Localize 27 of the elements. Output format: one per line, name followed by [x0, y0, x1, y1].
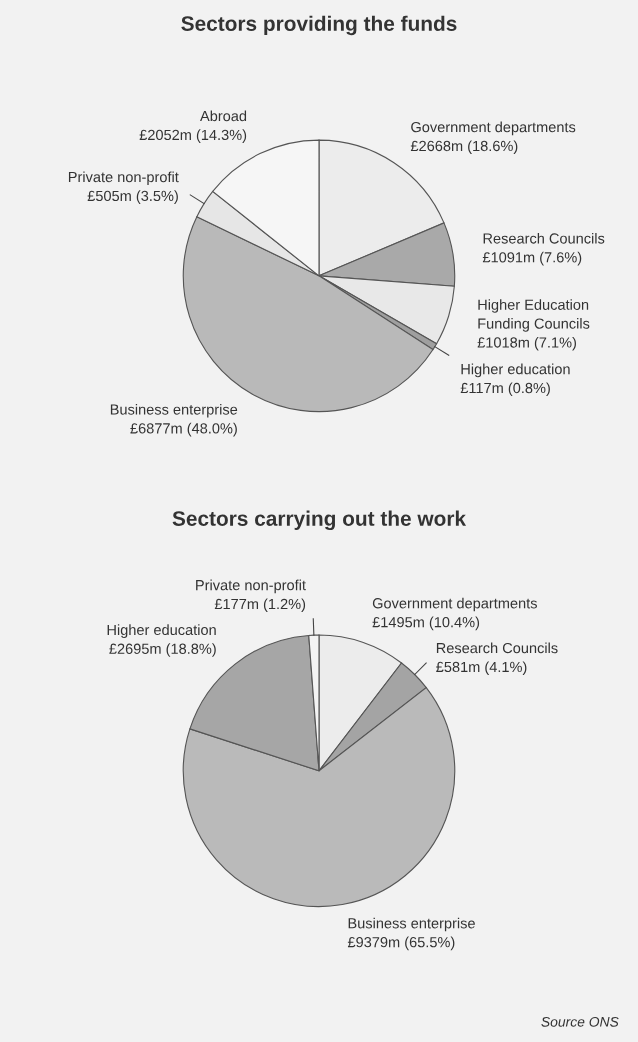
slice-label: Higher education — [461, 363, 570, 378]
slice-label: Higher education — [107, 624, 216, 638]
data-label: £1495m (10.4%) — [372, 616, 480, 631]
data-label: £1091m (7.6%) — [482, 251, 582, 266]
chart-title: Sectors carrying out the work — [172, 510, 467, 531]
data-label: £177m (1.2%) — [214, 598, 306, 613]
data-label: £6877m (48.0%) — [130, 422, 237, 437]
slice-label: Abroad — [200, 110, 247, 122]
data-label: £2052m (14.3%) — [139, 129, 247, 143]
data-label: £2695m (18.8%) — [109, 643, 216, 657]
source-note: Source ONS — [541, 1016, 619, 1027]
data-label: £581m (4.1%) — [436, 661, 527, 675]
slice-label: Government departments — [372, 597, 537, 612]
data-label: £505m (3.5%) — [87, 190, 178, 204]
data-label: £9379m (65.5%) — [347, 936, 455, 951]
slice-label: Research Councils — [436, 642, 558, 654]
slice-label: Government departments — [411, 121, 576, 136]
slice-label: Private non-profit — [68, 171, 179, 186]
data-label: £117m (0.8%) — [460, 382, 550, 397]
slice-label: Research Councils — [483, 232, 605, 244]
slice-label: Business enterprise — [110, 403, 238, 418]
data-label: £2668m (18.6%) — [410, 140, 518, 155]
data-label: £1018m (7.1%) — [477, 336, 576, 351]
chart-title: Sectors providing the funds — [181, 15, 457, 36]
slice-label: Business enterprise — [348, 917, 475, 932]
slice-label: Private non-profit — [196, 579, 306, 594]
slice-label: Higher Education Funding Councils — [478, 299, 590, 332]
